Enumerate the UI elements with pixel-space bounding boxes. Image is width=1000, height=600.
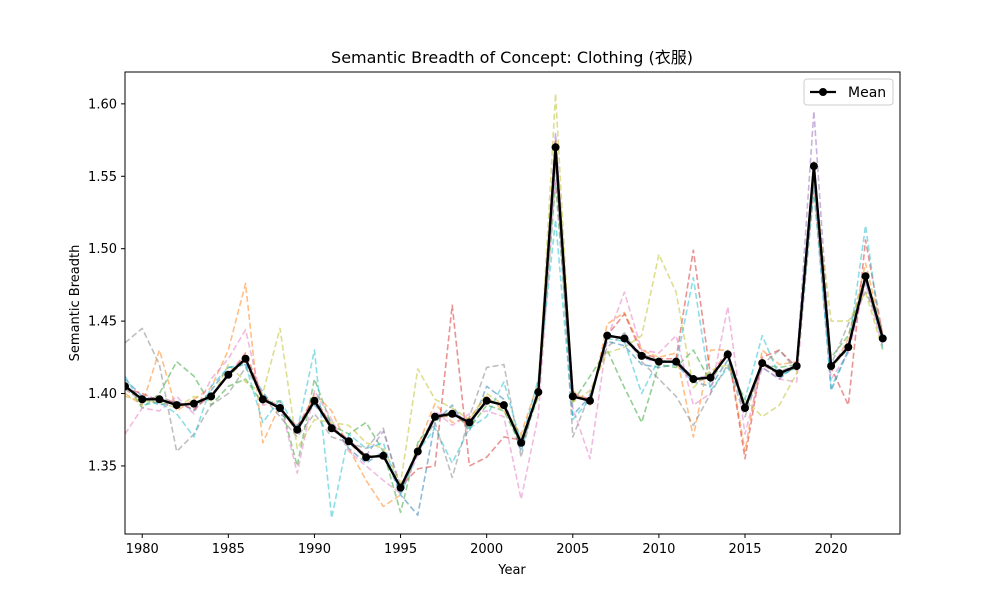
mean-point: [620, 334, 629, 343]
series-8-line: [125, 153, 884, 493]
x-tick-label: 1995: [384, 542, 417, 557]
mean-point: [637, 351, 646, 360]
mean-point: [706, 373, 715, 382]
legend: Mean: [803, 78, 894, 106]
mean-point: [654, 357, 663, 366]
mean-point: [379, 451, 388, 460]
mean-point: [138, 395, 147, 404]
mean-point: [276, 404, 284, 412]
plot-frame: [124, 71, 901, 535]
x-tick-label: 2000: [470, 542, 503, 557]
x-tick-label: 1985: [212, 542, 245, 557]
mean-point: [741, 404, 749, 412]
mean-point: [672, 357, 681, 366]
mean-point: [603, 331, 612, 340]
mean-point: [844, 343, 853, 352]
x-axis-ticks: 1980 1985 1990 1995 2000 2005 2010 2015 2020: [126, 534, 848, 557]
mean-point: [362, 453, 371, 462]
mean-point: [224, 370, 233, 379]
mean-point: [568, 392, 577, 401]
x-tick-label: 1980: [126, 542, 159, 557]
mean-point: [413, 447, 422, 456]
mean-point: [327, 424, 336, 433]
mean-point: [293, 425, 302, 434]
mean-point: [861, 272, 870, 281]
legend-mean-label: Mean: [848, 85, 886, 101]
x-tick-label: 2015: [728, 542, 761, 557]
mean-point: [448, 409, 457, 418]
mean-point: [878, 334, 887, 343]
mean-point: [792, 362, 801, 370]
x-tick-label: 2005: [556, 542, 589, 557]
mean-point: [310, 396, 319, 405]
mean-point: [396, 483, 405, 492]
y-axis-label: Semantic Breadth: [68, 245, 83, 362]
series-2-line: [125, 139, 884, 508]
mean-point: [551, 143, 560, 152]
y-tick-label: 1.35: [88, 459, 117, 474]
axes-layer: [124, 71, 901, 535]
mean-point: [344, 437, 353, 446]
mean-point: [586, 396, 594, 405]
mean-point: [431, 412, 439, 421]
series-layer: [125, 92, 887, 519]
legend-mean-marker: [819, 88, 827, 96]
y-tick-label: 1.60: [88, 97, 117, 112]
chart-title: Semantic Breadth of Concept: Clothing (衣…: [331, 48, 693, 67]
mean-point: [517, 438, 526, 447]
mean-point: [155, 395, 164, 404]
x-tick-label: 1990: [298, 542, 331, 557]
mean-point: [172, 401, 181, 410]
y-tick-label: 1.55: [88, 170, 117, 185]
y-tick-label: 1.45: [88, 315, 117, 330]
mean-point: [465, 418, 474, 427]
mean-point: [827, 362, 836, 370]
mean-point: [125, 382, 129, 391]
mean-point: [689, 375, 698, 384]
mean-point: [241, 354, 250, 363]
mean-point: [758, 359, 767, 368]
mean-point: [775, 369, 784, 378]
series-7-line: [125, 172, 884, 501]
x-tick-label: 2010: [642, 542, 675, 557]
mean-point: [809, 162, 818, 171]
y-axis-ticks: 1.35 1.40 1.45 1.50 1.55 1.60: [88, 97, 125, 474]
series-4-line: [125, 139, 884, 488]
mean-point: [499, 401, 508, 410]
legend-box: [803, 78, 894, 106]
mean-point: [534, 388, 543, 397]
mean-point: [207, 392, 216, 401]
mean-point: [482, 396, 491, 405]
x-axis-label: Year: [497, 563, 526, 578]
mean-point: [258, 395, 267, 404]
x-tick-label: 2020: [815, 542, 848, 557]
mean-point: [723, 350, 732, 359]
y-tick-label: 1.50: [88, 242, 117, 257]
series-10-line: [125, 189, 884, 519]
y-tick-label: 1.40: [88, 387, 117, 402]
mean-point: [189, 399, 198, 408]
